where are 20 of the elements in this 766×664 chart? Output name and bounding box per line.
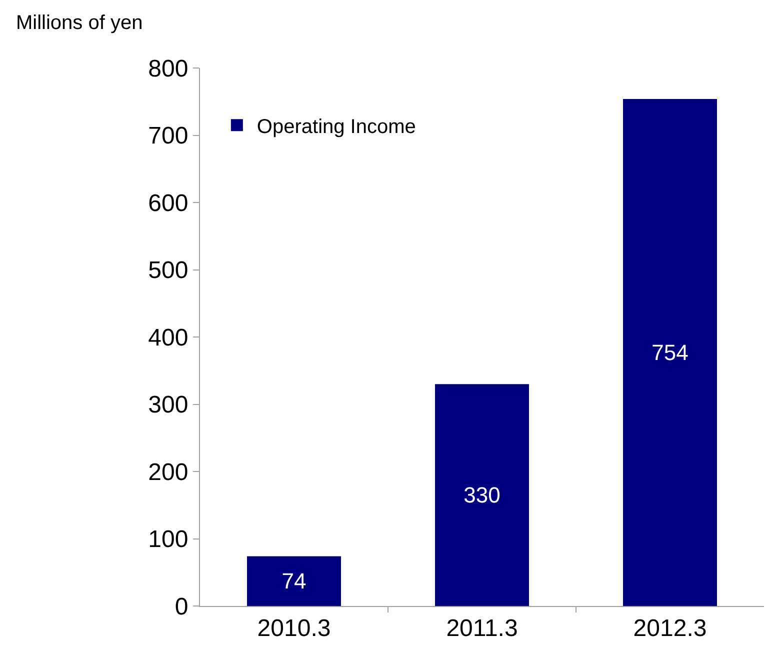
data-label: 754	[652, 340, 688, 365]
y-tick-label: 500	[148, 257, 188, 284]
y-axis-title: Millions of yen	[16, 12, 143, 34]
y-tick-label: 0	[174, 593, 188, 620]
y-tick-label: 600	[148, 190, 188, 217]
y-tick-label: 100	[148, 526, 188, 554]
y-tick-label: 200	[148, 458, 188, 486]
legend-label: Operating Income	[256, 116, 416, 138]
data-label: 330	[464, 482, 500, 508]
x-tick-label: 2011.3	[446, 614, 518, 642]
data-label: 74	[282, 568, 306, 594]
y-tick-label: 400	[148, 324, 188, 352]
bar	[435, 384, 529, 606]
x-tick-label: 2012.3	[633, 614, 707, 642]
x-tick-label: 2010.3	[257, 614, 331, 642]
y-tick-label: 300	[148, 392, 188, 419]
y-tick-label: 700	[148, 122, 188, 150]
bar	[623, 98, 717, 606]
y-tick-label: 800	[148, 55, 188, 82]
bar	[247, 556, 341, 606]
